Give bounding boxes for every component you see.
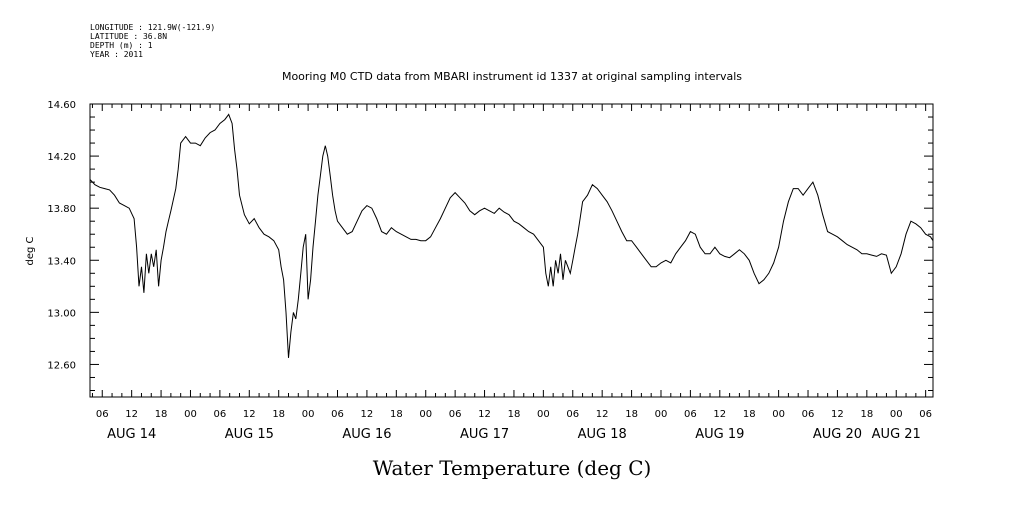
x-hour-label: 06	[684, 409, 697, 420]
header-line-latitude: LATITUDE : 36.8N	[90, 32, 167, 41]
x-hour-label: 12	[125, 409, 138, 420]
y-tick-labels: 12.60 13.00 13.40 13.80 14.20 14.60	[47, 100, 76, 371]
header-line-depth: DEPTH (m) : 1	[90, 41, 153, 50]
y-tick-label: 14.60	[47, 100, 76, 111]
x-tick-labels: 06 12 18 00 06 12 18 00 06 12 18 00 06 12 18 00 06 12 18 00…	[96, 409, 932, 420]
x-hour-label: 00	[655, 409, 668, 420]
x-hour-label: 12	[831, 409, 844, 420]
x-day-label: AUG 14	[107, 427, 156, 442]
x-hour-label: 18	[860, 409, 873, 420]
x-hour-label: 18	[155, 409, 168, 420]
x-hour-label: 06	[566, 409, 579, 420]
x-day-labels: AUG 14 AUG 15 AUG 16 AUG 17 AUG 18 AUG 19 AUG …	[107, 427, 921, 442]
x-hour-label: 00	[302, 409, 315, 420]
chart-title: Mooring M0 CTD data from MBARI instrumen…	[282, 70, 742, 83]
y-axis-label: deg C	[25, 236, 36, 265]
x-hour-label: 18	[743, 409, 756, 420]
x-hour-label: 00	[890, 409, 903, 420]
x-hour-label: 06	[214, 409, 227, 420]
header-line-year: YEAR : 2011	[90, 50, 143, 59]
x-day-label: AUG 15	[225, 427, 274, 442]
y-tick-label: 12.60	[47, 360, 76, 371]
x-hour-label: 18	[272, 409, 285, 420]
x-day-label: AUG 16	[342, 427, 391, 442]
x-hour-label: 12	[713, 409, 726, 420]
x-hour-label: 12	[243, 409, 256, 420]
x-hour-label: 18	[625, 409, 638, 420]
y-tick-label: 14.20	[47, 152, 76, 163]
axis-ticks	[90, 103, 933, 397]
x-day-label: AUG 20	[813, 427, 862, 442]
x-hour-label: 00	[537, 409, 550, 420]
x-hour-label: 18	[390, 409, 403, 420]
x-hour-label: 06	[96, 409, 109, 420]
x-day-label: AUG 17	[460, 427, 509, 442]
y-tick-label: 13.80	[47, 204, 76, 215]
x-hour-label: 00	[772, 409, 785, 420]
x-hour-label: 06	[449, 409, 462, 420]
x-hour-label: 06	[331, 409, 344, 420]
x-hour-label: 00	[419, 409, 432, 420]
x-hour-label: 12	[596, 409, 609, 420]
x-day-label: AUG 18	[578, 427, 627, 442]
x-hour-label: 06	[802, 409, 815, 420]
x-hour-label: 18	[508, 409, 521, 420]
y-tick-label: 13.40	[47, 256, 76, 267]
x-hour-label: 06	[919, 409, 932, 420]
y-tick-label: 13.00	[47, 308, 76, 319]
header-line-longitude: LONGITUDE : 121.9W(-121.9)	[90, 23, 215, 32]
x-day-label: AUG 19	[695, 427, 744, 442]
series-line	[89, 113, 934, 358]
x-axis-label: Water Temperature (deg C)	[373, 456, 652, 480]
x-hour-label: 00	[184, 409, 197, 420]
x-hour-label: 12	[361, 409, 374, 420]
x-day-label: AUG 21	[872, 427, 921, 442]
x-hour-label: 12	[478, 409, 491, 420]
metadata-header: LONGITUDE : 121.9W(-121.9) LATITUDE : 36…	[90, 23, 215, 59]
plot-frame	[89, 103, 934, 398]
